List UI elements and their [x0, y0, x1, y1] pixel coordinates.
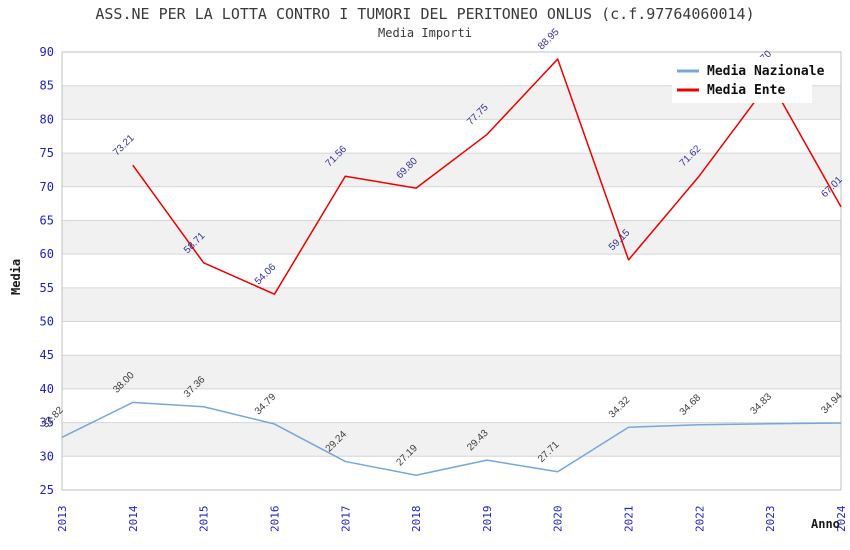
series-line-nazionale: [61, 401, 842, 476]
plot-border: [61, 51, 842, 491]
chart-subtitle: Media Importi: [378, 26, 472, 40]
x-tick-label: 2020: [552, 506, 565, 533]
x-axis-title: Anno: [811, 517, 840, 531]
y-tick-label: 75: [40, 146, 54, 160]
legend-label-nazionale: Media Nazionale: [707, 64, 825, 79]
grid-band: [62, 153, 841, 187]
y-tick-label: 30: [40, 449, 54, 463]
x-tick-label: 2016: [268, 506, 281, 533]
y-tick-label: 70: [40, 180, 54, 194]
x-tick-label: 2018: [410, 506, 423, 533]
point-label: 54.06: [253, 262, 279, 288]
point-label: 34.68: [678, 392, 704, 418]
point-label: 88.95: [536, 26, 562, 52]
y-tick-label: 25: [40, 483, 54, 497]
chart-title: ASS.NE PER LA LOTTA CONTRO I TUMORI DEL …: [95, 5, 755, 23]
y-tick-label: 65: [40, 213, 54, 227]
y-axis-title: Media: [9, 259, 23, 295]
y-tick-label: 35: [40, 416, 54, 430]
y-tick-label: 45: [40, 348, 54, 362]
x-tick-label: 2024: [835, 505, 848, 532]
grid-band: [62, 220, 841, 255]
point-label: 34.79: [253, 391, 279, 417]
y-tick-label: 80: [40, 112, 54, 126]
point-label: 34.32: [607, 395, 633, 421]
legend: Media Nazionale Media Ente: [672, 57, 825, 103]
x-tick-label: 2015: [198, 506, 211, 533]
x-tick-label: 2021: [623, 506, 636, 533]
x-tick-label: 2013: [56, 506, 69, 533]
legend-label-ente: Media Ente: [707, 83, 785, 98]
series-line-ente: [132, 58, 842, 295]
grid-band: [62, 287, 841, 322]
x-tick-label: 2019: [481, 506, 494, 533]
point-label: 34.83: [749, 391, 775, 417]
legend-box: [672, 57, 812, 103]
y-tick-label: 90: [40, 45, 54, 59]
y-tick-label: 60: [40, 247, 54, 261]
y-tick-label: 85: [40, 79, 54, 93]
y-tick-label: 55: [40, 281, 54, 295]
y-tick-label: 40: [40, 382, 54, 396]
x-tick-label: 2014: [127, 505, 140, 532]
x-tick-label: 2022: [693, 506, 706, 533]
x-tick-label: 2017: [339, 506, 352, 533]
grid-band: [62, 422, 841, 457]
y-tick-label: 50: [40, 315, 54, 329]
x-tick-label: 2023: [764, 506, 777, 533]
grid-band: [62, 355, 841, 389]
